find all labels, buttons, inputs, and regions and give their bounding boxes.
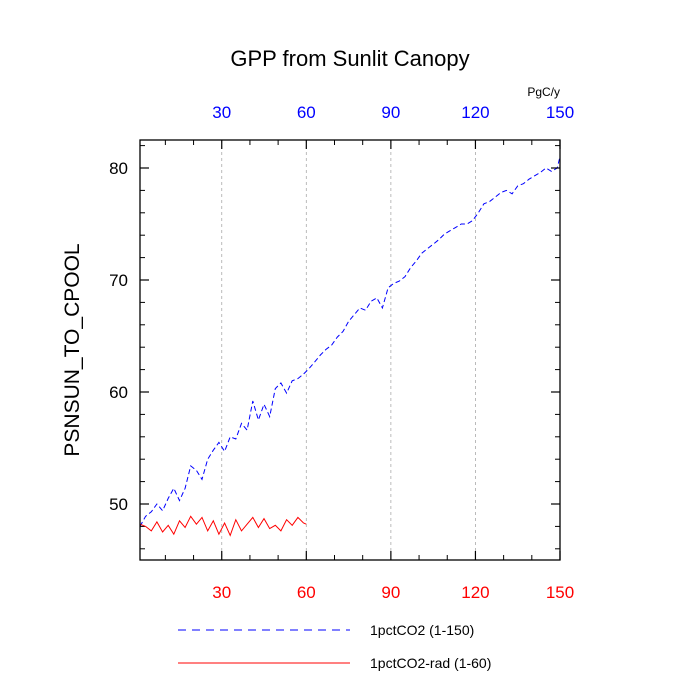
y-axis-label: PSNSUN_TO_CPOOL — [61, 243, 84, 456]
x-tick-label-top: 150 — [546, 103, 574, 122]
x-tick-label-top: 90 — [381, 103, 400, 122]
x-tick-label-bottom: 30 — [212, 583, 231, 602]
legend-label-2: 1pctCO2-rad (1-60) — [370, 655, 491, 671]
gridlines — [221, 140, 476, 560]
left-axis: 50 60 70 80 — [109, 159, 560, 514]
series-layer — [139, 156, 561, 537]
x-tick-label-top: 30 — [212, 103, 231, 122]
minor-ticks — [140, 140, 560, 560]
chart-title: GPP from Sunlit Canopy — [230, 46, 469, 71]
series-line-1 — [139, 156, 561, 527]
bottom-axis: 30 60 90 120 150 — [212, 551, 574, 602]
y-tick-label: 50 — [109, 495, 128, 514]
y-tick-label: 60 — [109, 383, 128, 402]
x-tick-label-bottom: 150 — [546, 583, 574, 602]
legend: 1pctCO2 (1-150) 1pctCO2-rad (1-60) — [178, 622, 491, 671]
series-line-2 — [139, 515, 307, 537]
y-tick-label: 70 — [109, 271, 128, 290]
x-tick-label-bottom: 120 — [461, 583, 489, 602]
top-axis-unit: PgC/y — [527, 85, 560, 99]
top-axis: 30 60 90 120 150 — [212, 103, 574, 149]
x-tick-label-bottom: 60 — [297, 583, 316, 602]
y-tick-label: 80 — [109, 159, 128, 178]
x-tick-label-top: 120 — [461, 103, 489, 122]
legend-label-1: 1pctCO2 (1-150) — [370, 622, 474, 638]
x-tick-label-bottom: 90 — [381, 583, 400, 602]
x-tick-label-top: 60 — [297, 103, 316, 122]
plot-frame — [139, 139, 561, 561]
